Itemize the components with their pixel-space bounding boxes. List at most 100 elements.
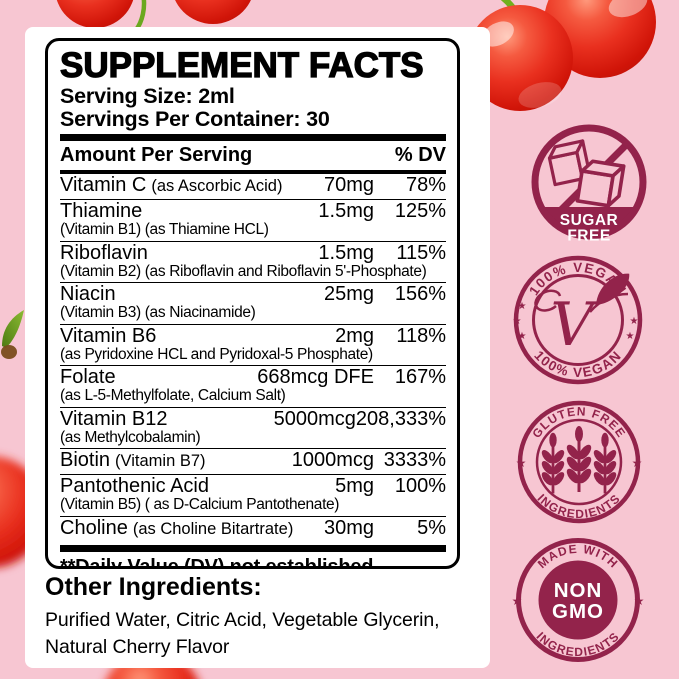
svg-text:INGREDIENTS: INGREDIENTS xyxy=(534,629,623,659)
table-row: Vitamin B6 2mg 118% (as Pyridoxine HCL a… xyxy=(60,324,446,366)
table-row: Niacin 25mg 156% (Vitamin B3) (as Niacin… xyxy=(60,283,446,325)
nutrient-amount: 5mg xyxy=(335,475,374,497)
nutrient-amount: 668mcg DFE xyxy=(257,366,374,388)
vegan-bottom-text: 100% VEGAN xyxy=(531,348,623,380)
nutrient-detail: (as Methylcobalamin) xyxy=(60,428,201,446)
nutrient-amount: 70mg xyxy=(323,174,374,196)
nutrient-dv: 115% xyxy=(396,241,446,264)
nutrient-detail: (as Pyridoxine HCL and Pyridoxal-5 Phosp… xyxy=(60,345,373,363)
nutrient-name: Niacin xyxy=(60,283,116,305)
nutrient-dv: 100% xyxy=(394,475,446,497)
column-header-dv: % DV xyxy=(394,144,446,166)
nutrient-dv: 3333% xyxy=(383,449,446,471)
svg-text:GLUTEN FREE: GLUTEN FREE xyxy=(529,404,628,440)
daily-value-footnote: **Daily Value (DV) not established. xyxy=(60,555,379,569)
badge-bottom-fill xyxy=(541,207,637,237)
star-icon: ★ xyxy=(512,594,523,608)
cherry-stem-icon xyxy=(133,0,147,33)
nutrient-name: Riboflavin xyxy=(60,241,148,264)
table-row: Vitamin B12 5000mcg 208,333% (as Methylc… xyxy=(60,407,446,449)
nutrient-dv: 208,333% xyxy=(355,407,446,430)
nutrient-amount: 2mg xyxy=(335,324,374,347)
leaf-icon xyxy=(596,273,630,305)
non-gmo-badge: MADE WITH INGREDIENTS ★ ★ NON GMO xyxy=(512,538,644,662)
table-row: Choline (as Choline Bitartrate) 30mg 5% xyxy=(60,517,446,542)
star-icon: ★ xyxy=(516,456,527,470)
sugar-cube-icon xyxy=(545,139,592,187)
nutrient-amount: 30mg xyxy=(323,516,374,539)
vegan-top-text: 100% VEGAN xyxy=(526,260,628,298)
other-ingredients-line2: Natural Cherry Flavor xyxy=(45,635,230,658)
badge-center-fill xyxy=(538,560,618,640)
sugar-free-label-line1: SUGAR xyxy=(560,212,618,229)
page-title: SUPPLEMENT FACTS xyxy=(59,46,424,85)
nutrient-detail: (Vitamin B3) (as Niacinamide) xyxy=(60,304,256,321)
table-row: Pantothenic Acid 5mg 100% (Vitamin B5) (… xyxy=(60,475,446,517)
nutrient-amount: 1.5mg xyxy=(318,200,374,222)
star-icon: ★ xyxy=(630,316,639,327)
no-slash-icon xyxy=(549,142,629,222)
non-gmo-bottom-text: INGREDIENTS xyxy=(534,629,622,659)
table-row: Riboflavin 1.5mg 115% (Vitamin B2) (as R… xyxy=(60,241,446,283)
star-icon: ★ xyxy=(518,331,527,342)
other-ingredients-heading: Other Ingredients: xyxy=(45,573,262,601)
sugar-cube-icon xyxy=(575,158,626,209)
non-gmo-top-text: MADE WITH xyxy=(535,542,620,571)
nutrient-detail: (Vitamin B7) xyxy=(115,452,206,470)
nutrient-amount: 25mg xyxy=(323,283,374,305)
other-ingredients-line1: Purified Water, Citric Acid, Vegetable G… xyxy=(45,609,440,631)
sugar-free-label-line2: FREE xyxy=(567,228,610,245)
svg-text:100% VEGAN: 100% VEGAN xyxy=(531,348,624,380)
cherry-pair-top-right xyxy=(467,0,656,111)
nutrient-dv: 167% xyxy=(394,366,446,388)
divider-medium xyxy=(60,170,446,174)
nutrient-name: Vitamin C xyxy=(60,174,147,196)
star-icon: ★ xyxy=(513,316,522,327)
nutrient-name: Pantothenic Acid xyxy=(60,475,209,497)
nutrient-dv: 125% xyxy=(394,200,446,222)
nutrient-name: Folate xyxy=(60,366,116,388)
nutrient-name: Vitamin B12 xyxy=(60,407,168,430)
supplement-facts-panel: SUPPLEMENT FACTS Serving Size: 2ml Servi… xyxy=(45,38,460,569)
nutrient-amount: 1.5mg xyxy=(318,241,374,264)
column-header-amount: Amount Per Serving xyxy=(60,144,253,166)
nutrient-amount: 1000mcg xyxy=(291,449,374,471)
table-row: Thiamine 1.5mg 125% (Vitamin B1) (as Thi… xyxy=(60,200,446,242)
sugar-free-badge: SUGAR FREE xyxy=(531,124,647,245)
leaf-sprout-left xyxy=(1,310,24,359)
gluten-free-badge: GLUTEN FREE INGREDIENTS ★ ★ xyxy=(516,400,643,524)
cherry-stem-icon xyxy=(500,0,521,18)
gluten-free-bottom-text: INGREDIENTS xyxy=(535,491,623,521)
nutrient-dv: 78% xyxy=(405,174,446,196)
vegan-v-icon: V xyxy=(550,290,599,360)
non-gmo-label-line2: GMO xyxy=(552,600,604,623)
star-icon: ★ xyxy=(626,331,635,342)
table-row: Biotin (Vitamin B7) 1000mcg 3333% xyxy=(60,449,446,475)
divider-thick xyxy=(60,544,446,552)
vegan-badge: 100% VEGAN 100% VEGAN ★ ★ ★ ★ ★ V xyxy=(513,255,643,385)
table-row: Vitamin C (as Ascorbic Acid) 70mg 78% xyxy=(60,174,446,200)
leaf-stem-icon xyxy=(589,292,629,313)
cherry-pair-top-left xyxy=(56,0,251,33)
nutrient-dv: 118% xyxy=(396,324,446,347)
table-header: Amount Per Serving % DV xyxy=(60,141,446,170)
nutrient-detail: (as Ascorbic Acid) xyxy=(151,177,283,195)
svg-text:INGREDIENTS: INGREDIENTS xyxy=(535,491,624,521)
serving-size: Serving Size: 2ml xyxy=(60,84,235,108)
star-icon: ★ xyxy=(632,456,643,470)
nutrient-name: Biotin xyxy=(60,449,111,471)
star-icon: ★ xyxy=(518,301,527,312)
nutrient-detail: (as L-5-Methylfolate, Calcium Salt) xyxy=(60,387,286,404)
nutrient-detail: (as Choline Bitartrate) xyxy=(132,519,294,538)
nutrient-name: Thiamine xyxy=(60,200,143,222)
nutrient-amount: 5000mcg xyxy=(273,407,356,430)
servings-per-container: Servings Per Container: 30 xyxy=(60,107,330,131)
nutrient-dv: 156% xyxy=(394,283,446,305)
nutrient-detail: (Vitamin B5) ( as D-Calcium Pantothenate… xyxy=(60,496,340,513)
label-card: SUPPLEMENT FACTS Serving Size: 2ml Servi… xyxy=(25,27,490,668)
svg-text:MADE WITH: MADE WITH xyxy=(535,542,621,571)
nutrient-name: Vitamin B6 xyxy=(60,324,157,347)
non-gmo-label-line1: NON xyxy=(554,579,603,602)
table-row: Folate 668mcg DFE 167% (as L-5-Methylfol… xyxy=(60,366,446,408)
